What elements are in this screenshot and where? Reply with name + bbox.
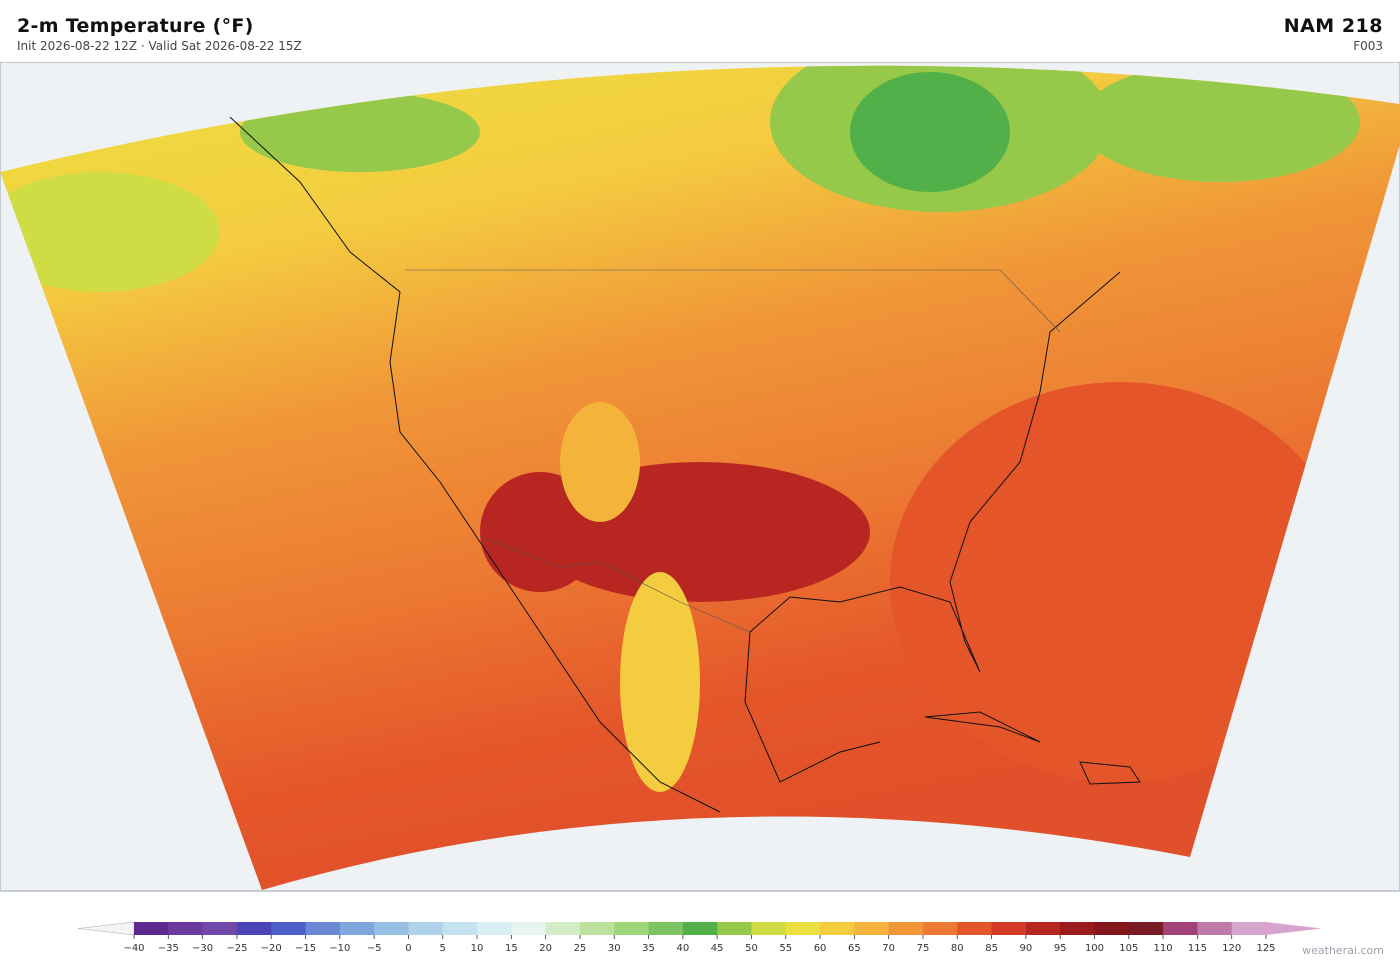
colorbar-bin [168,922,204,935]
colorbar-tick-label: 30 [608,943,621,954]
colorbar-tick-label: 0 [405,943,411,954]
temperature-field [0,65,1400,890]
colorbar-bin [579,922,615,935]
colorbar-tick-label: 100 [1085,943,1104,954]
borders [405,269,1061,633]
colorbar-bin [374,922,409,935]
colorbar-bin [408,922,444,935]
colorbar-bin [614,922,650,935]
field-cool [240,92,480,172]
colorbar-bin [236,922,272,935]
colorbar-bin [717,922,752,935]
colorbar-tick-label: 125 [1256,943,1275,954]
colorbar-bin [134,922,169,935]
field-cool [1080,65,1360,182]
field-mild [0,172,220,292]
colorbar-bin [682,922,718,935]
pacific-coast [229,116,721,813]
colorbar-bin [339,922,375,935]
colorbar-tick-label: −10 [329,943,350,954]
colorbar-bin [511,922,547,935]
colorbar-tick-label: 45 [711,943,724,954]
colorbar-bin [1197,922,1233,935]
colorbar-bin [785,922,821,935]
field-hot [890,382,1350,782]
colorbar-bin [1231,922,1267,935]
colorbar-under [77,921,135,936]
cuba [924,711,1041,743]
colorbar-bin [922,922,958,935]
colorbar-tick-label: −35 [158,943,179,954]
colorbar-tick-label: −30 [192,943,213,954]
colorbar-bin [477,922,512,935]
colorbar-bin [202,922,238,935]
colorbar-tick-label: 55 [779,943,792,954]
colorbar-bin [1128,922,1164,935]
colorbar-bin [854,922,890,935]
hispaniola [1079,761,1141,785]
colorbar-tick-label: 110 [1154,943,1173,954]
us-mexico-border [479,536,751,633]
colorbar-bin [888,922,924,935]
colorbar-bin [751,922,787,935]
colorbar-tick-label: 20 [539,943,552,954]
colorbar: −40 −35 −30 −25 −20 −15 −10 −5 0 5 10 15 20 25 30 35 40 4… [77,921,1322,954]
colorbar-bin [305,922,341,935]
colorbar-tick-label: −5 [367,943,382,954]
coastlines [229,116,1141,813]
colorbar-tick-label: 120 [1222,943,1241,954]
colorbar-bin [545,922,581,935]
colorbar-tick-label: 25 [574,943,587,954]
colorbar-bin [1163,922,1198,935]
field-cool [850,72,1010,192]
colorbar-bin [442,922,478,935]
colorbar-tick-label: 5 [440,943,446,954]
colorbar-tick-label: 75 [917,943,930,954]
field-hot [480,472,600,592]
colorbar-tick-label: 60 [814,943,827,954]
colorbar-bin [991,922,1027,935]
credit: weatherai.com [1302,944,1384,957]
colorbar-tick-label: 105 [1119,943,1138,954]
colorbar-tick-label: 85 [985,943,998,954]
colorbar-tick-label: −25 [226,943,247,954]
colorbar-tick-label: 40 [676,943,689,954]
colorbar-tick-label: 15 [505,943,518,954]
colorbar-tick-label: 10 [471,943,484,954]
colorbar-bin [957,922,993,935]
colorbar-over [1266,922,1322,935]
field-mild [620,572,700,792]
colorbar-tick-label: 90 [1020,943,1033,954]
forecast-hour: F003 [1353,39,1383,53]
colorbar-bin [1060,922,1095,935]
map-title: 2-m Temperature (°F) [17,15,254,37]
atlantic-gulf-coast [744,271,1121,783]
us-canada-border [405,269,1061,333]
colorbar-bin [1025,922,1061,935]
colorbar-tick-label: 70 [882,943,895,954]
colorbar-tick-label: 115 [1188,943,1207,954]
colorbar-tick-label: 80 [951,943,964,954]
colorbar-tick-label: −15 [295,943,316,954]
colorbar-bin [271,922,307,935]
colorbar-tick-label: −40 [123,943,144,954]
colorbar-bin [820,922,855,935]
colorbar-tick-label: 95 [1054,943,1067,954]
colorbar-bin [1094,922,1130,935]
field-mild [560,402,640,522]
colorbar-tick-label: 65 [848,943,861,954]
model-name: NAM 218 [1283,15,1383,37]
colorbar-bin [648,922,684,935]
colorbar-tick-label: −20 [261,943,282,954]
map [0,62,1400,892]
map-subtitle: Init 2026-08-22 12Z · Valid Sat 2026-08-… [17,39,302,53]
colorbar-tick-label: 35 [642,943,655,954]
colorbar-tick-label: 50 [745,943,758,954]
